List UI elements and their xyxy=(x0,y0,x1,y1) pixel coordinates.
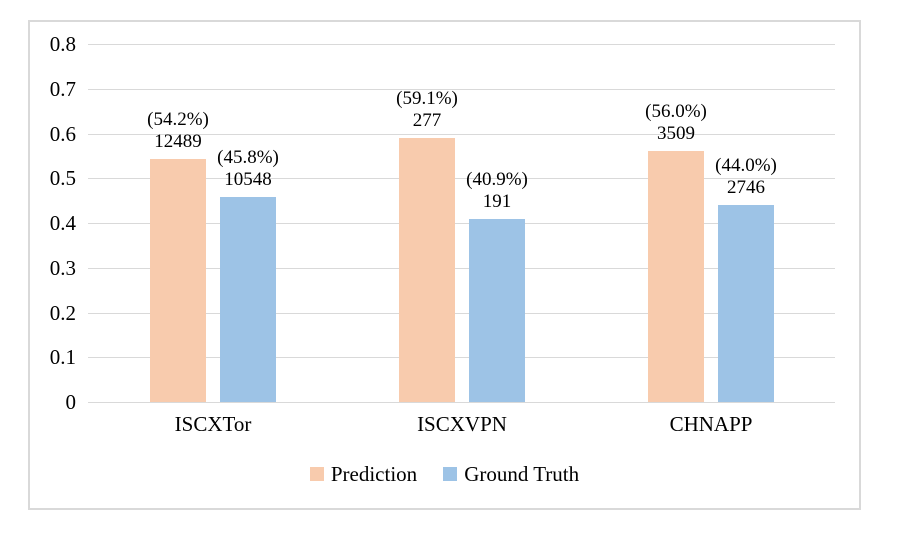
legend-item-ground-truth: Ground Truth xyxy=(443,462,579,486)
gridline xyxy=(88,89,835,90)
y-axis-tick-label: 0.4 xyxy=(49,211,76,235)
legend-swatch-prediction xyxy=(309,467,324,481)
category-label-iscxtor: ISCXTor xyxy=(174,412,252,436)
data-label-count: 10548 xyxy=(224,169,272,190)
y-axis-tick-label: 0.1 xyxy=(49,345,76,369)
bar-prediction-chnapp xyxy=(648,151,704,402)
legend: Prediction Ground Truth xyxy=(28,462,861,486)
y-axis-tick-label: 0 xyxy=(65,390,77,414)
legend-label: Prediction xyxy=(330,462,418,486)
y-axis-tick-label: 0.8 xyxy=(49,32,76,56)
data-label-percent: (54.2%) xyxy=(147,109,209,130)
bar-prediction-iscxtor xyxy=(150,159,206,402)
data-label-percent: (56.0%) xyxy=(645,101,707,122)
data-label-count: 2746 xyxy=(726,177,765,198)
gridline xyxy=(88,268,835,269)
data-label-ground-truth-iscxvpn: (40.9%) 191 xyxy=(466,169,528,213)
data-label-ground-truth-iscxtor: (45.8%) 10548 xyxy=(217,147,279,191)
data-label-ground-truth-chnapp: (44.0%) 2746 xyxy=(715,155,777,199)
data-label-percent: (59.1%) xyxy=(396,88,458,109)
bar-prediction-iscxvpn xyxy=(399,138,455,402)
gridline xyxy=(88,178,835,179)
category-label-chnapp: CHNAPP xyxy=(669,412,753,436)
gridline xyxy=(88,223,835,224)
bar-ground-truth-iscxtor xyxy=(220,197,276,402)
gridline xyxy=(88,357,835,358)
data-label-count: 3509 xyxy=(656,123,695,144)
data-label-percent: (45.8%) xyxy=(217,147,279,168)
category-label-iscxvpn: ISCXVPN xyxy=(417,412,507,436)
data-label-prediction-chnapp: (56.0%) 3509 xyxy=(645,101,707,145)
y-axis-tick-label: 0.5 xyxy=(49,166,76,190)
y-axis-tick-label: 0.6 xyxy=(49,122,76,146)
bar-ground-truth-iscxvpn xyxy=(469,219,525,402)
data-label-prediction-iscxtor: (54.2%) 12489 xyxy=(147,109,209,153)
y-axis-tick-label: 0.2 xyxy=(49,301,76,325)
gridline xyxy=(88,134,835,135)
legend-label: Ground Truth xyxy=(464,462,580,486)
data-label-percent: (44.0%) xyxy=(715,155,777,176)
y-axis-tick-label: 0.3 xyxy=(49,256,76,280)
bar-ground-truth-chnapp xyxy=(718,205,774,402)
gridline xyxy=(88,402,835,403)
data-label-percent: (40.9%) xyxy=(466,169,528,190)
gridline xyxy=(88,313,835,314)
legend-item-prediction: Prediction xyxy=(309,462,418,486)
data-label-count: 277 xyxy=(412,110,442,131)
gridline xyxy=(88,44,835,45)
y-axis-tick-label: 0.7 xyxy=(49,77,76,101)
data-label-count: 12489 xyxy=(154,131,202,152)
data-label-count: 191 xyxy=(482,191,512,212)
legend-swatch-ground-truth xyxy=(443,467,458,481)
data-label-prediction-iscxvpn: (59.1%) 277 xyxy=(396,88,458,132)
